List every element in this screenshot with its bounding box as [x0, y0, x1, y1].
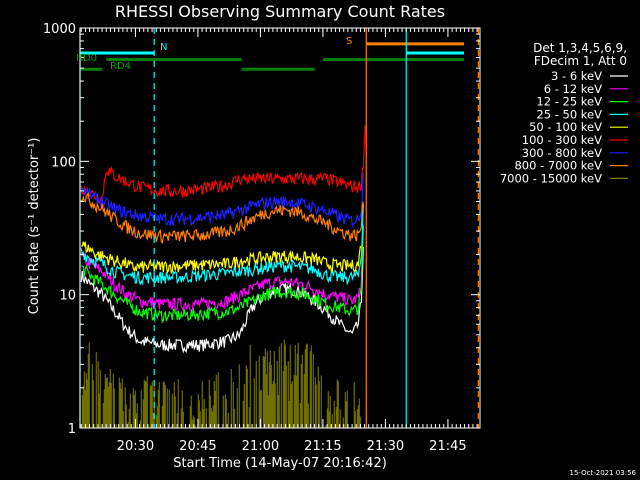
plot-frame	[79, 27, 481, 429]
y-axis-label: Count Rate (s⁻¹ detector⁻¹)	[27, 138, 42, 315]
series-25-50-kev	[80, 190, 364, 286]
y-tick-label: 100	[51, 155, 76, 170]
y-tick-label: 1	[68, 422, 76, 437]
series-line-50-100-kev	[81, 241, 362, 275]
legend-label: 3 - 6 keV	[551, 69, 602, 83]
series-300-800-kev	[80, 167, 364, 229]
chart-title: RHESSI Observing Summary Count Rates	[115, 2, 445, 21]
annotation-layer: N S RD0 RD4	[76, 36, 352, 72]
legend-header: Det 1,3,4,5,6,9,	[533, 41, 627, 55]
x-axis-label: Start Time (14-May-07 20:16:42)	[173, 456, 387, 471]
series-line-300-800-kev	[80, 172, 364, 229]
legend-header: FDecim 1, Att 0	[534, 54, 627, 68]
legend-label: 300 - 800 keV	[522, 146, 602, 160]
x-tick-label: 21:00	[242, 439, 279, 454]
x-tick-label: 21:30	[367, 439, 404, 454]
timestamp-label: 15-Oct-2021 03:56	[570, 469, 637, 477]
legend-label: 800 - 7000 keV	[514, 159, 602, 173]
series-layer	[80, 121, 366, 428]
legend-label: 100 - 300 keV	[522, 133, 602, 147]
series-50-100-kev	[81, 241, 362, 275]
legend: Det 1,3,4,5,6,9,FDecim 1, Att 03 - 6 keV…	[500, 41, 628, 185]
series-7000-15000-kev	[81, 339, 362, 428]
legend-label: 12 - 25 keV	[536, 95, 602, 109]
series-100-300-kev	[80, 121, 366, 206]
series-line-6-12-kev	[80, 228, 364, 313]
legend-label: 7000 - 15000 keV	[500, 171, 602, 185]
legend-label: 6 - 12 keV	[544, 82, 602, 96]
annotation-s: S	[346, 36, 352, 47]
series-line-25-50-kev	[80, 203, 364, 286]
x-tick-label: 21:45	[429, 439, 466, 454]
series-line-100-300-kev	[80, 124, 366, 206]
series-line-12-25-kev	[81, 225, 364, 324]
series-800-7000-kev	[80, 190, 364, 244]
y-tick-label: 1000	[43, 22, 76, 37]
axes-layer: 1 10 100 1000 20:30 20:45 21:00 21:15 21:30 21:45	[43, 22, 481, 454]
annotation-rd4: RD4	[110, 61, 131, 72]
x-tick-label: 21:15	[304, 439, 341, 454]
x-tick-label: 20:45	[179, 439, 216, 454]
legend-label: 25 - 50 keV	[536, 107, 602, 121]
x-tick-label: 20:30	[117, 439, 154, 454]
flag-bar-layer	[80, 42, 464, 71]
legend-label: 50 - 100 keV	[529, 120, 602, 134]
annotation-rd0: RD0	[76, 53, 97, 64]
series-line-800-7000-kev	[80, 192, 364, 244]
annotation-n: N	[160, 42, 167, 53]
y-tick-label: 10	[59, 289, 76, 304]
